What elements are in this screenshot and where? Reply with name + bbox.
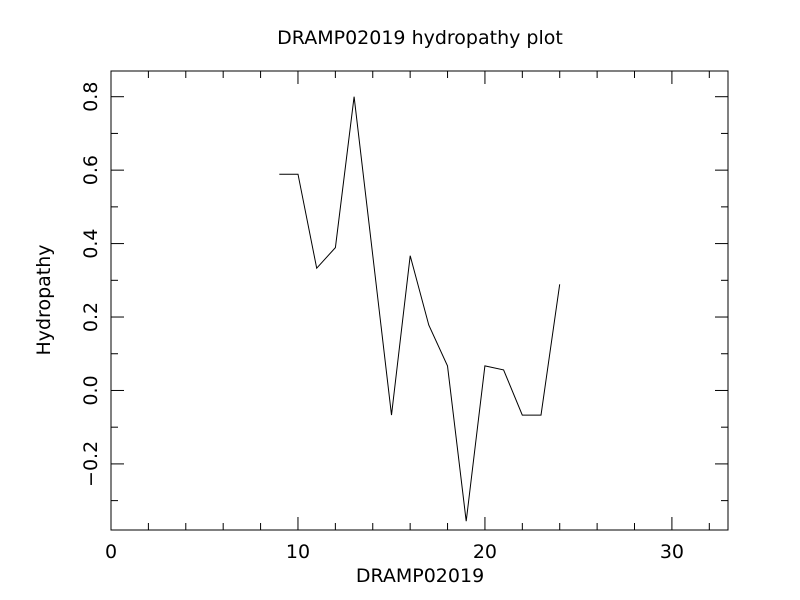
x-tick-label: 20	[473, 541, 497, 563]
y-axis-label: Hydropathy	[33, 244, 55, 355]
y-tick-label: 0.2	[80, 302, 102, 332]
x-axis-ticks	[110, 71, 710, 530]
y-tick-label: 0.6	[80, 155, 102, 185]
x-axis-label: DRAMP02019	[356, 565, 484, 587]
x-axis-tick-labels: 0 10 20 30	[105, 541, 684, 563]
x-tick-label: 30	[660, 541, 684, 563]
y-axis-tick-labels: −0.2 0.0 0.2 0.4 0.6 0.8	[80, 82, 102, 487]
chart-title: DRAMP02019 hydropathy plot	[277, 27, 563, 49]
x-tick-label: 10	[286, 541, 310, 563]
plot-frame	[110, 70, 729, 531]
series-line-0	[279, 96, 561, 522]
y-tick-label: 0.4	[80, 228, 102, 258]
y-tick-label: 0.8	[80, 82, 102, 112]
y-tick-label: −0.2	[80, 441, 102, 487]
series-group	[279, 96, 561, 522]
x-tick-label: 0	[105, 541, 117, 563]
y-axis-ticks	[111, 96, 728, 502]
y-tick-label: 0.0	[80, 375, 102, 405]
